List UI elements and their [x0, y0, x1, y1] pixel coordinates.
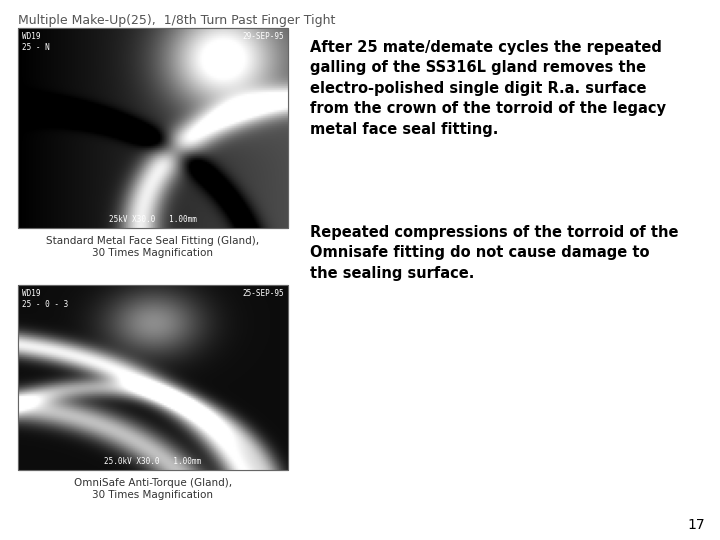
- Text: Repeated compressions of the torroid of the
Omnisafe fitting do not cause damage: Repeated compressions of the torroid of …: [310, 225, 678, 281]
- Text: After 25 mate/demate cycles the repeated
galling of the SS316L gland removes the: After 25 mate/demate cycles the repeated…: [310, 40, 666, 137]
- Text: 29-SEP-95: 29-SEP-95: [243, 32, 284, 41]
- Bar: [18, 285, 288, 470]
- Text: Standard Metal Face Seal Fitting (Gland),
30 Times Magnification: Standard Metal Face Seal Fitting (Gland)…: [46, 236, 260, 259]
- Text: WD19: WD19: [22, 32, 40, 41]
- Bar: [18, 28, 288, 228]
- Text: 25kV X30.0   1.00mm: 25kV X30.0 1.00mm: [109, 215, 197, 224]
- Text: 25-SEP-95: 25-SEP-95: [243, 289, 284, 298]
- Bar: [18, 28, 288, 228]
- Text: OmniSafe Anti-Torque (Gland),
30 Times Magnification: OmniSafe Anti-Torque (Gland), 30 Times M…: [74, 478, 232, 501]
- Bar: [18, 285, 288, 470]
- Text: WD19: WD19: [22, 289, 40, 298]
- Text: 25 - N: 25 - N: [22, 43, 50, 52]
- Text: 25.0kV X30.0   1.00mm: 25.0kV X30.0 1.00mm: [104, 457, 202, 466]
- Text: Multiple Make-Up(25),  1/8th Turn Past Finger Tight: Multiple Make-Up(25), 1/8th Turn Past Fi…: [18, 14, 336, 27]
- Text: 25 - 0 - 3: 25 - 0 - 3: [22, 300, 68, 309]
- Text: 17: 17: [688, 518, 705, 532]
